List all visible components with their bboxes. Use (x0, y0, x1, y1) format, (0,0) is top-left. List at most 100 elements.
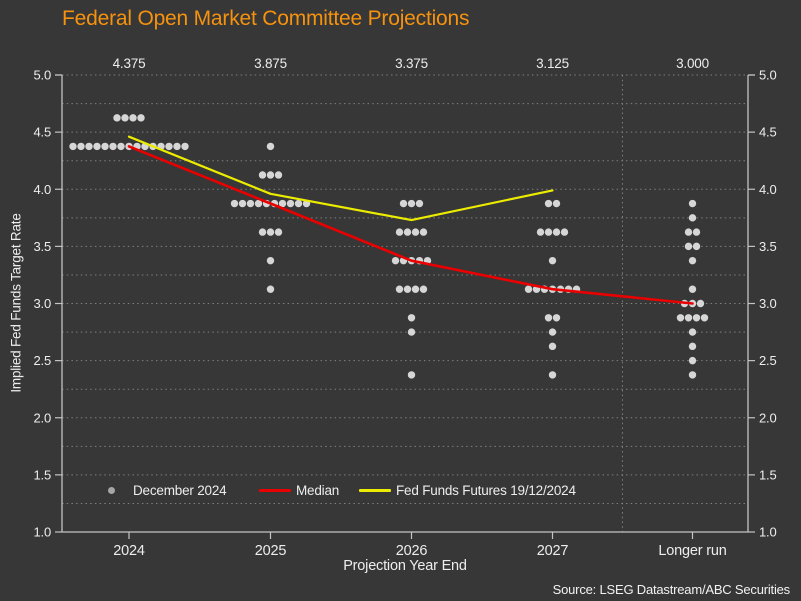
y-tick-label-right: 3.0 (759, 296, 776, 311)
projection-dot (696, 299, 705, 308)
projection-dot (77, 142, 85, 151)
projection-dot (258, 228, 267, 236)
projection-dot (536, 228, 545, 236)
y-tick-label-left: 2.5 (34, 353, 51, 368)
projection-dot (548, 328, 557, 336)
projection-dot (403, 228, 412, 236)
projection-dot (286, 199, 295, 208)
legend-dot-marker (108, 487, 115, 494)
y-axis-title: Implied Fed Funds Target Rate (8, 213, 24, 393)
median-value-label: 3.875 (254, 56, 287, 71)
projection-dot (684, 228, 693, 236)
projection-dot (411, 228, 420, 236)
projection-dot (230, 199, 239, 208)
projection-dot (403, 285, 412, 293)
projection-dot (266, 285, 275, 293)
projection-dot (692, 314, 701, 322)
y-tick-label-left: 3.0 (34, 296, 51, 311)
x-axis-title: Projection Year End (343, 558, 467, 574)
projection-dot (684, 314, 693, 322)
projection-dot (93, 142, 101, 151)
projection-dot (544, 199, 553, 208)
futures-line (127, 135, 554, 222)
projection-dot (173, 142, 181, 151)
projection-dot (688, 328, 697, 336)
projection-dot (552, 228, 561, 236)
projection-dot (692, 228, 701, 236)
median-line (127, 145, 694, 305)
projection-dot (238, 199, 247, 208)
projection-dot (274, 228, 283, 236)
projection-dot (688, 199, 697, 208)
y-tick-label-left: 2.0 (34, 410, 51, 425)
projection-dot (278, 199, 287, 208)
y-tick-label-left: 4.5 (34, 125, 51, 140)
projection-dot (407, 328, 416, 336)
projection-dot (407, 371, 416, 379)
x-category-label: 2027 (537, 543, 569, 559)
projection-dot (548, 371, 557, 379)
projection-dot (552, 314, 561, 322)
projection-dot (246, 199, 255, 208)
projection-dot (692, 242, 701, 251)
projection-dot (137, 114, 145, 122)
y-tick-label-left: 1.0 (34, 525, 51, 540)
projection-dot (411, 285, 420, 293)
projection-dot (700, 314, 709, 322)
projection-dot (399, 199, 408, 208)
projection-dot (85, 142, 93, 151)
projection-dot (684, 242, 693, 251)
projection-dot (395, 228, 404, 236)
y-tick-label-left: 1.5 (34, 467, 51, 482)
projection-dot (274, 171, 283, 179)
projection-dot (419, 228, 428, 236)
projection-dot (688, 256, 697, 265)
legend-label-december-2024: December 2024 (133, 483, 227, 498)
projection-dot (688, 356, 697, 365)
projection-dot (165, 142, 173, 151)
projection-dot (676, 314, 685, 322)
projection-dot (419, 285, 428, 293)
projection-dot (266, 228, 275, 236)
projection-dot (560, 228, 569, 236)
projection-dot (395, 285, 404, 293)
projection-dot (129, 114, 137, 122)
median-value-label: 3.375 (395, 56, 428, 71)
legend-median-line-marker (259, 489, 291, 492)
x-category-label: 2026 (396, 543, 428, 559)
projection-dot (69, 142, 77, 151)
projection-dot (407, 314, 416, 322)
projection-dot (548, 256, 557, 265)
projection-dot (552, 199, 561, 208)
projection-dot (688, 214, 697, 222)
projection-dot (101, 142, 109, 151)
projection-dot (266, 171, 275, 179)
y-tick-label-right: 2.5 (759, 353, 776, 368)
median-value-label: 3.000 (676, 56, 709, 71)
projection-dot (548, 342, 557, 351)
projection-dot (266, 256, 275, 265)
median-value-label: 4.375 (113, 56, 146, 71)
y-tick-label-right: 4.5 (759, 125, 776, 140)
projection-dot (117, 142, 125, 151)
legend-futures-line-marker (359, 489, 391, 492)
projection-dot (294, 199, 303, 208)
projection-dot (254, 199, 263, 208)
projection-dot (266, 142, 275, 151)
projection-dot (181, 142, 189, 151)
y-tick-label-right: 3.5 (759, 239, 776, 254)
projection-dot (415, 199, 424, 208)
projection-dot (407, 199, 416, 208)
median-value-label: 3.125 (536, 56, 569, 71)
legend-label-fed-funds-futures: Fed Funds Futures 19/12/2024 (396, 483, 576, 498)
projection-dot (109, 142, 117, 151)
y-tick-label-right: 5.0 (759, 68, 776, 83)
projection-dot (688, 285, 697, 293)
projection-dot (258, 171, 267, 179)
y-tick-label-right: 2.0 (759, 410, 776, 425)
y-tick-label-right: 4.0 (759, 182, 776, 197)
legend-label-median: Median (296, 483, 340, 498)
projection-dot (544, 228, 553, 236)
x-category-label: 2024 (113, 543, 145, 559)
